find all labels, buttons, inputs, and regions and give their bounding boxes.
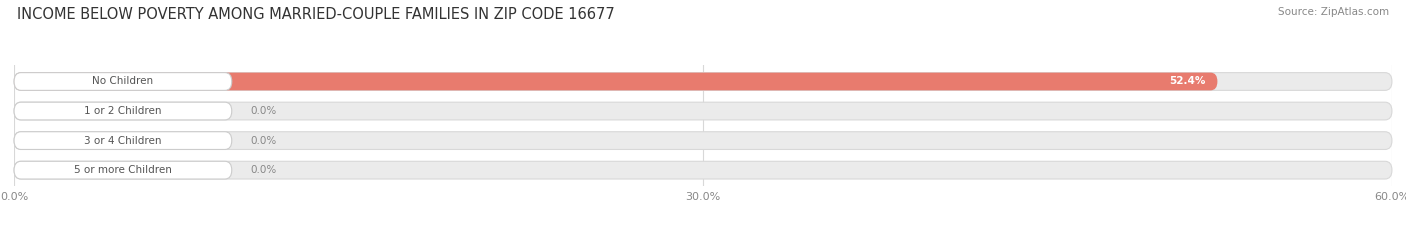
FancyBboxPatch shape bbox=[14, 161, 232, 179]
Text: 0.0%: 0.0% bbox=[250, 106, 277, 116]
Text: 3 or 4 Children: 3 or 4 Children bbox=[84, 136, 162, 146]
Text: INCOME BELOW POVERTY AMONG MARRIED-COUPLE FAMILIES IN ZIP CODE 16677: INCOME BELOW POVERTY AMONG MARRIED-COUPL… bbox=[17, 7, 614, 22]
FancyBboxPatch shape bbox=[14, 102, 232, 120]
FancyBboxPatch shape bbox=[14, 161, 1392, 179]
Text: 52.4%: 52.4% bbox=[1170, 76, 1206, 86]
FancyBboxPatch shape bbox=[14, 73, 232, 90]
Text: 1 or 2 Children: 1 or 2 Children bbox=[84, 106, 162, 116]
Text: 0.0%: 0.0% bbox=[250, 165, 277, 175]
Text: No Children: No Children bbox=[93, 76, 153, 86]
FancyBboxPatch shape bbox=[14, 132, 1392, 149]
FancyBboxPatch shape bbox=[14, 102, 1392, 120]
Text: 0.0%: 0.0% bbox=[250, 136, 277, 146]
FancyBboxPatch shape bbox=[14, 132, 232, 149]
FancyBboxPatch shape bbox=[14, 73, 1218, 90]
FancyBboxPatch shape bbox=[14, 73, 1392, 90]
Text: 5 or more Children: 5 or more Children bbox=[75, 165, 172, 175]
Text: Source: ZipAtlas.com: Source: ZipAtlas.com bbox=[1278, 7, 1389, 17]
